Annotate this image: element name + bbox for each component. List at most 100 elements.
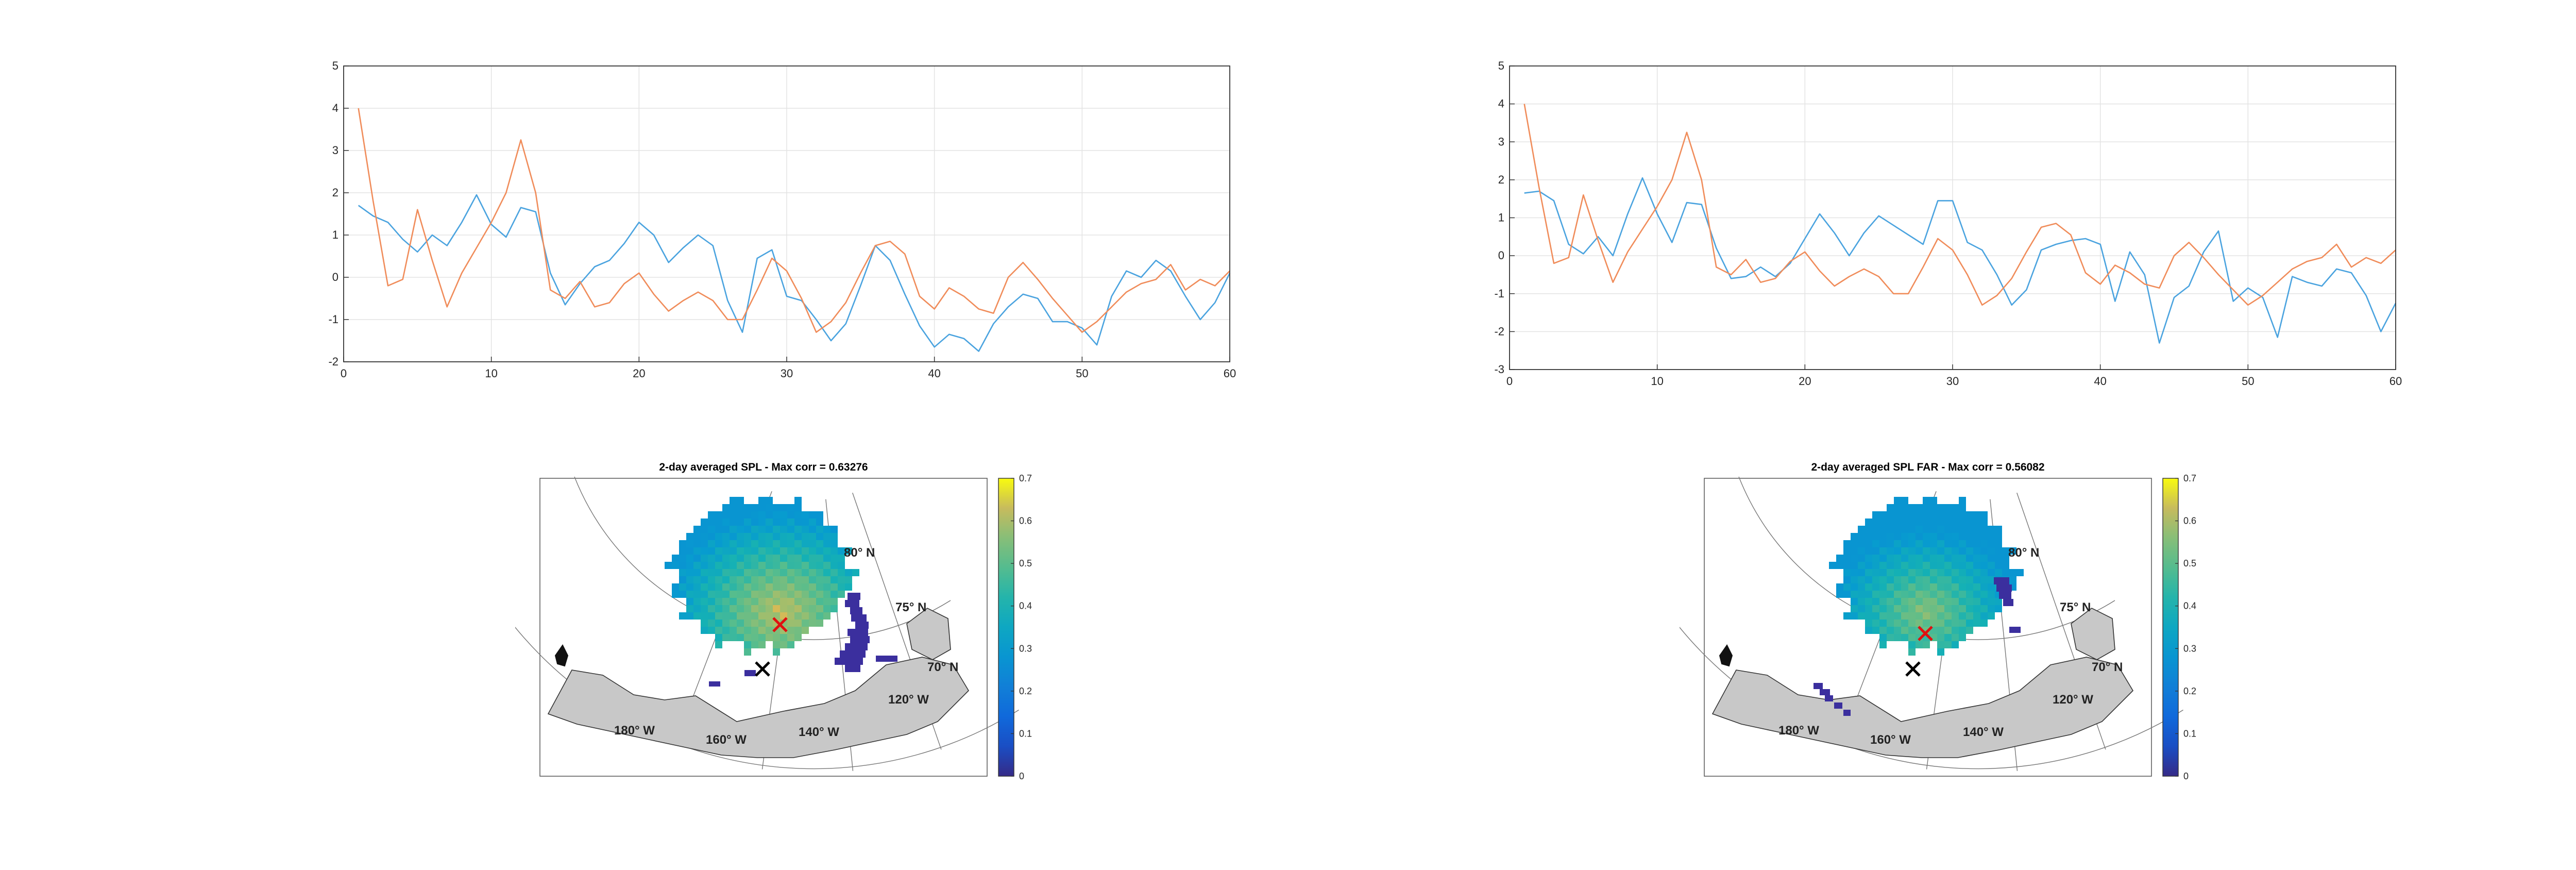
heatmap-cell [1858,605,1865,612]
heatmap-cell [809,583,816,591]
heatmap-cell [1973,620,1980,627]
heatmap-cell [1858,540,1865,547]
heatmap-cell [722,591,730,598]
heatmap-cell [722,612,730,620]
heatmap-cell [1916,518,1923,526]
heatmap-cell-low [1825,695,1833,701]
heatmap-cell [1879,605,1887,612]
heatmap-cell [823,612,831,620]
heatmap-cell [1937,562,1944,569]
heatmap-cell [1858,598,1865,605]
heatmap-cell [787,533,794,540]
land-canada-islands [2071,608,2115,660]
x-tick-label: 10 [485,367,497,380]
heatmap-cell [708,526,715,533]
heatmap-cell [1901,591,1908,598]
x-tick-label: 10 [1651,375,1663,388]
heatmap-cell [1944,526,1952,533]
heatmap-cell [686,583,693,591]
heatmap-cell [730,627,737,634]
heatmap-cell [693,540,701,547]
heatmap-cell [1944,620,1952,627]
x-tick-label: 60 [1224,367,1236,380]
heatmap-cell [1966,591,1973,598]
y-tick-label: -3 [1494,363,1504,376]
heatmap-cell [816,591,823,598]
heatmap-cell [1980,526,1988,533]
y-tick-label: 0 [332,271,338,283]
heatmap-cell [722,605,730,612]
parallel-label: 70° N [927,660,958,674]
heatmap-cell [1995,555,2002,562]
heatmap-cell [780,511,787,518]
heatmap-cell [693,569,701,576]
y-tick-label: -2 [1494,325,1504,338]
heatmap-cell [1894,627,1901,634]
heatmap-cell [1858,591,1865,598]
heatmap-cell [780,555,787,562]
heatmap-cell [686,540,693,547]
heatmap-cell [744,605,751,612]
heatmap-cell [744,591,751,598]
heatmap-cell [693,562,701,569]
heatmap-cell [686,555,693,562]
heatmap-cell [1995,598,2002,605]
heatmap-cell [1930,591,1937,598]
heatmap-cell [744,555,751,562]
heatmap-cell [838,562,845,569]
heatmap-cell [816,511,823,518]
heatmap-cell [787,504,794,511]
heatmap-cell [758,555,766,562]
heatmap-cell [715,583,722,591]
heatmap-cell [693,555,701,562]
heatmap-cell [802,540,809,547]
heatmap-cell [1916,569,1923,576]
heatmap-cell [1952,612,1959,620]
land-wrangel-island [554,644,569,667]
heatmap-cell [701,598,708,605]
heatmap-cell [809,518,816,526]
heatmap-cell [1988,598,1995,605]
heatmap-cell [787,576,794,583]
heatmap-cell [823,591,831,598]
heatmap-cell [1937,569,1944,576]
y-tick-label: 0 [1498,249,1504,262]
heatmap-cell [730,620,737,627]
heatmap-cell [780,504,787,511]
heatmap-cell [816,605,823,612]
heatmap-cell [1980,540,1988,547]
heatmap-cell [766,497,773,504]
heatmap-cell [751,540,758,547]
heatmap-cell [787,605,794,612]
heatmap-cell [751,547,758,555]
heatmap-cell [758,620,766,627]
heatmap-cell [1858,569,1865,576]
heatmap-cell [758,576,766,583]
heatmap-cell [737,605,744,612]
heatmap-cell [1937,555,1944,562]
heatmap-cell [809,569,816,576]
heatmap-cell [773,562,780,569]
heatmap-cell [1966,605,1973,612]
meridian-label: 180° W [614,724,655,738]
x-tick-label: 20 [633,367,645,380]
heatmap-cell [1901,540,1908,547]
heatmap-cell [1872,547,1879,555]
heatmap-cell [1894,591,1901,598]
heatmap-cell [1887,540,1894,547]
heatmap-cell [1995,526,2002,533]
heatmap-cell [1894,504,1901,511]
heatmap-cell [1937,605,1944,612]
heatmap-cell [751,562,758,569]
heatmap-cell [1908,627,1916,634]
heatmap-cell [715,518,722,526]
heatmap-cell [1865,533,1872,540]
colorbar [998,478,1014,777]
heatmap-cell [751,511,758,518]
heatmap-cell [722,620,730,627]
heatmap-cell [787,555,794,562]
heatmap-cell [758,562,766,569]
heatmap-cell [715,605,722,612]
y-tick-label: 5 [332,59,338,72]
heatmap-cell [1879,526,1887,533]
